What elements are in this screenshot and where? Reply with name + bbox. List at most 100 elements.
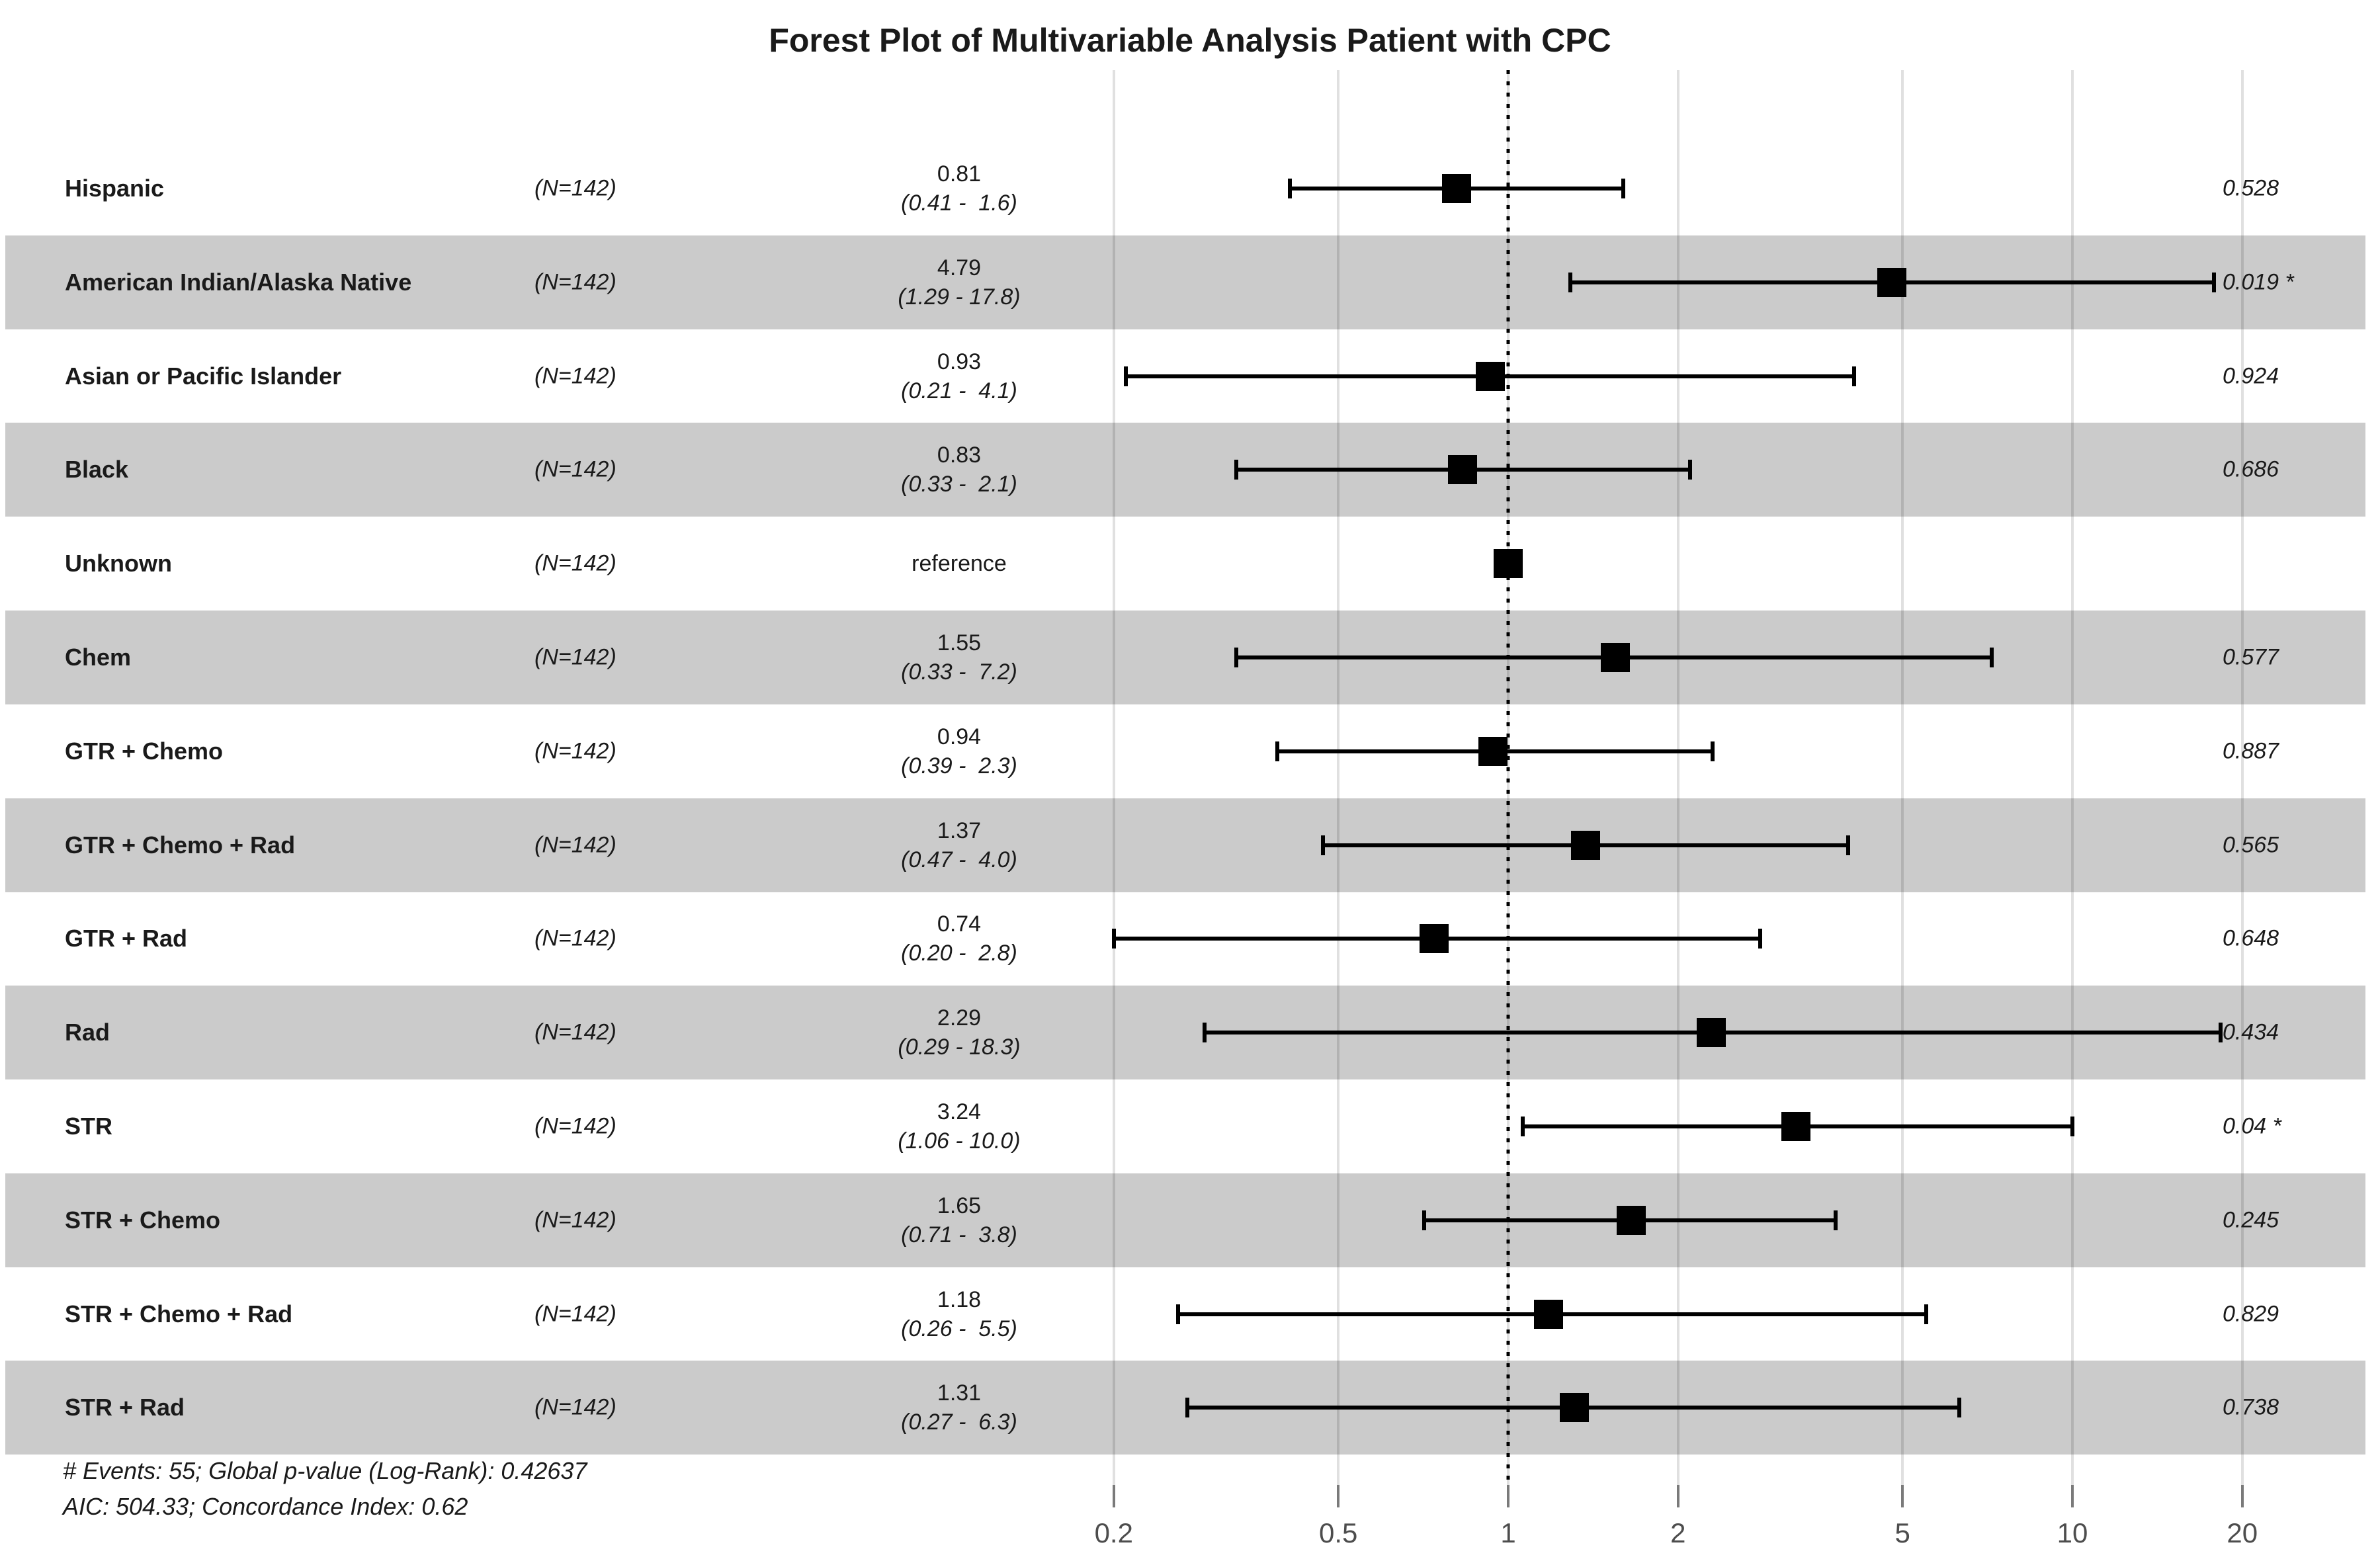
row-ci: (1.06 - 10.0) — [898, 1128, 1021, 1154]
ci-cap-high — [1846, 835, 1850, 855]
estimate-box — [1570, 830, 1600, 860]
row-pvalue: 0.434 — [2223, 1019, 2279, 1045]
row-ci: (0.21 - 4.1) — [901, 378, 1017, 403]
row-estimate-block: 3.24 (1.06 - 10.0) — [898, 1097, 1020, 1156]
estimate-box — [1494, 549, 1523, 579]
row-pvalue: 0.738 — [2223, 1394, 2279, 1420]
ci-cap-high — [1957, 1398, 1961, 1418]
footer-events-line: # Events: 55; Global p-value (Log-Rank):… — [63, 1457, 587, 1484]
x-axis-tick-20 — [2240, 1485, 2244, 1507]
row-label: GTR + Chemo + Rad — [65, 831, 296, 859]
estimate-box — [1781, 1111, 1811, 1141]
footer-aic-line: AIC: 504.33; Concordance Index: 0.62 — [63, 1493, 468, 1520]
row-pvalue: 0.577 — [2223, 644, 2279, 670]
gridline-x-2 — [1676, 70, 1679, 1485]
row-stripe — [5, 798, 2365, 892]
x-axis-tick-0.2 — [1112, 1485, 1115, 1507]
x-axis-tick-label: 2 — [1670, 1517, 1686, 1548]
ci-cap-high — [1924, 1304, 1928, 1324]
row-n: (N=142) — [534, 1394, 616, 1420]
row-estimate-block: 2.29 (0.29 - 18.3) — [898, 1003, 1020, 1062]
x-axis-tick-label: 0.2 — [1094, 1517, 1133, 1548]
row-label: STR + Chemo + Rad — [65, 1300, 293, 1328]
estimate-box — [1447, 455, 1477, 485]
row-estimate: 3.24 — [937, 1099, 982, 1124]
row-n: (N=142) — [534, 1207, 616, 1233]
row-ci: (0.27 - 6.3) — [901, 1410, 1017, 1435]
row-pvalue: 0.887 — [2223, 738, 2279, 764]
ci-cap-high — [2070, 1116, 2074, 1136]
row-estimate: 1.55 — [937, 630, 982, 655]
row-estimate: 4.79 — [937, 255, 982, 280]
row-estimate-block: 1.65 (0.71 - 3.8) — [901, 1191, 1017, 1249]
x-axis-tick-label: 0.5 — [1319, 1517, 1358, 1548]
ci-cap-high — [1710, 741, 1715, 761]
ci-cap-low — [1203, 1023, 1207, 1043]
row-label: STR — [65, 1112, 112, 1140]
row-ci: (0.71 - 3.8) — [901, 1222, 1017, 1247]
row-estimate: 1.18 — [937, 1287, 982, 1312]
row-label: Black — [65, 456, 129, 484]
ci-cap-high — [1833, 1210, 1838, 1230]
x-axis-tick-label: 5 — [1894, 1517, 1910, 1548]
ci-cap-low — [1234, 460, 1239, 480]
row-estimate: 1.65 — [937, 1193, 982, 1218]
row-label: GTR + Chemo — [65, 737, 224, 765]
ci-cap-high — [2211, 272, 2216, 292]
row-pvalue: 0.829 — [2223, 1301, 2279, 1326]
ci-cap-high — [2218, 1023, 2223, 1043]
row-estimate-block: 0.74 (0.20 - 2.8) — [901, 909, 1017, 968]
ci-cap-low — [1111, 929, 1116, 949]
ci-cap-low — [1123, 366, 1128, 386]
row-estimate-block: 0.83 (0.33 - 2.1) — [901, 441, 1017, 499]
row-estimate: 0.74 — [937, 911, 982, 937]
row-n: (N=142) — [534, 1113, 616, 1139]
row-estimate-block: 0.81 (0.41 - 1.6) — [901, 159, 1017, 218]
gridline-x-0.5 — [1337, 70, 1340, 1485]
ci-cap-high — [1851, 366, 1856, 386]
row-ci: (1.29 - 17.8) — [898, 284, 1021, 310]
estimate-box — [1877, 267, 1907, 297]
row-estimate-block: 4.79 (1.29 - 17.8) — [898, 253, 1020, 312]
row-n: (N=142) — [534, 925, 616, 951]
ci-cap-high — [1687, 460, 1692, 480]
estimate-box — [1476, 361, 1506, 391]
row-estimate-block: 0.94 (0.39 - 2.3) — [901, 722, 1017, 780]
plot-title: Forest Plot of Multivariable Analysis Pa… — [769, 22, 1611, 59]
row-pvalue: 0.245 — [2223, 1207, 2279, 1233]
row-estimate-block: 1.18 (0.26 - 5.5) — [901, 1285, 1017, 1343]
row-ci: (0.39 - 2.3) — [901, 753, 1017, 779]
row-ci: (0.20 - 2.8) — [901, 941, 1017, 966]
row-pvalue: 0.565 — [2223, 832, 2279, 857]
row-ci: (0.29 - 18.3) — [898, 1034, 1021, 1060]
ci-cap-low — [1422, 1210, 1427, 1230]
x-axis-tick-label: 1 — [1500, 1517, 1516, 1548]
estimate-box — [1616, 1205, 1646, 1235]
row-label: Rad — [65, 1019, 110, 1046]
x-axis-tick-label: 10 — [2057, 1517, 2088, 1548]
row-n: (N=142) — [534, 832, 616, 857]
row-n: (N=142) — [534, 363, 616, 388]
ci-cap-low — [1185, 1398, 1189, 1418]
ci-cap-low — [1234, 647, 1239, 667]
row-estimate-block: 1.37 (0.47 - 4.0) — [901, 816, 1017, 874]
row-ci: (0.26 - 5.5) — [901, 1316, 1017, 1341]
row-estimate: 2.29 — [937, 1005, 982, 1031]
estimate-box — [1478, 736, 1508, 766]
row-label: Asian or Pacific Islander — [65, 362, 342, 390]
gridline-x-0.2 — [1112, 70, 1115, 1485]
row-n: (N=142) — [534, 269, 616, 295]
row-ci: (0.47 - 4.0) — [901, 847, 1017, 872]
row-n: (N=142) — [534, 550, 616, 576]
row-ci: (0.33 - 7.2) — [901, 659, 1017, 685]
row-label: Unknown — [65, 550, 172, 577]
estimate-box — [1441, 173, 1471, 203]
gridline-x-5 — [1901, 70, 1904, 1485]
reference-line — [1506, 70, 1510, 1485]
row-n: (N=142) — [534, 456, 616, 482]
estimate-box — [1560, 1393, 1590, 1423]
